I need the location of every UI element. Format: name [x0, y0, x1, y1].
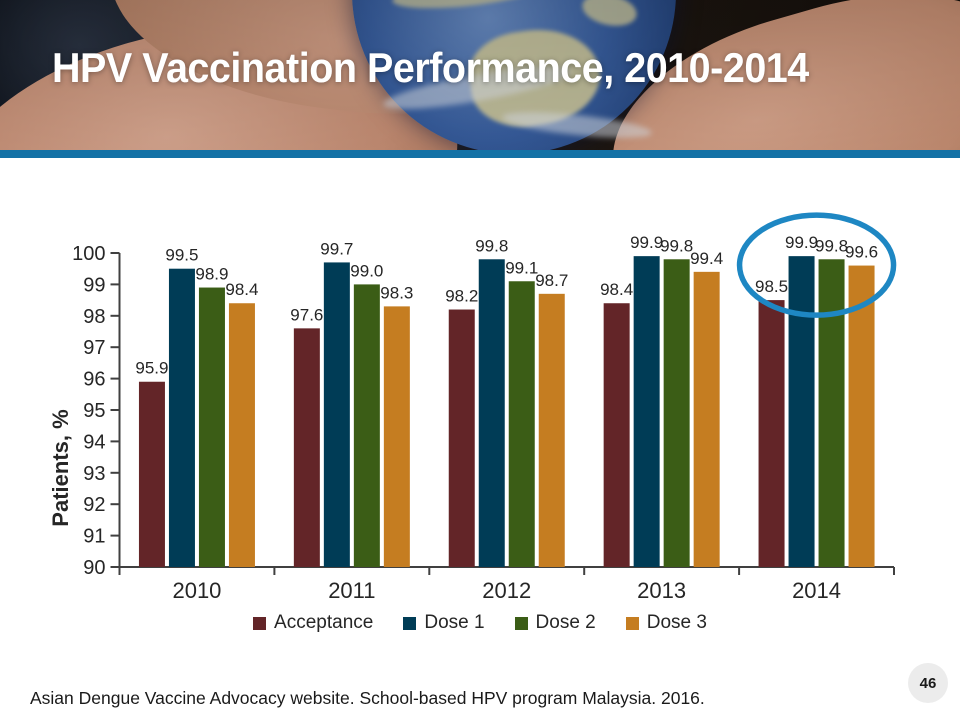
chart-legend: Acceptance Dose 1 Dose 2 Dose 3: [0, 608, 960, 638]
y-tick-label: 96: [83, 369, 105, 391]
bar-dose-2-2014: [818, 259, 845, 567]
bar-value-label: 98.4: [600, 280, 633, 299]
legend-swatch: [514, 616, 528, 630]
bar-value-label: 95.9: [135, 359, 168, 378]
bar-dose-2-2011: [353, 284, 380, 567]
category-label: 2010: [172, 578, 221, 603]
y-tick-label: 90: [83, 557, 105, 579]
legend-label: Acceptance: [274, 612, 374, 633]
bar-acceptance-2014: [758, 300, 785, 567]
category-label: 2014: [792, 578, 841, 603]
y-tick-label: 97: [83, 337, 105, 359]
bar-value-label: 99.5: [165, 246, 198, 265]
page-number: 46: [919, 674, 937, 692]
footer-citation: Asian Dengue Vaccine Advocacy website. S…: [30, 688, 705, 708]
legend-swatch: [253, 616, 267, 630]
legend-item-dose-3: Dose 3: [625, 612, 707, 634]
bar-value-label: 98.2: [445, 287, 478, 306]
bar-value-label: 99.8: [475, 236, 508, 255]
y-tick-label: 91: [83, 526, 105, 548]
legend-label: Dose 3: [646, 612, 707, 633]
legend-swatch: [625, 616, 639, 630]
highlight-ellipse: [736, 212, 897, 318]
y-tick-label: 95: [83, 400, 105, 422]
bar-dose-3-2014: [848, 265, 875, 567]
category-label: 2011: [328, 578, 375, 603]
bar-dose-1-2011: [323, 262, 350, 567]
bar-dose-2-2012: [508, 281, 535, 567]
bar-dose-3-2013: [693, 271, 720, 567]
bar-value-label: 98.9: [195, 265, 228, 284]
bar-value-label: 99.9: [785, 233, 818, 252]
slide-title: HPV Vaccination Performance, 2010-2014: [52, 44, 809, 91]
page-number-badge: 46: [908, 663, 948, 703]
bar-acceptance-2013: [603, 303, 630, 567]
bar-chart: 90919293949596979899100201095.999.598.99…: [48, 212, 897, 603]
category-label: 2013: [637, 578, 686, 603]
legend-label: Dose 2: [535, 612, 596, 633]
accent-divider: [0, 150, 960, 158]
y-tick-label: 100: [72, 243, 105, 265]
bar-dose-1-2012: [478, 259, 505, 567]
y-tick-label: 92: [83, 494, 105, 516]
bar-value-label: 99.9: [630, 233, 663, 252]
legend-label: Dose 1: [424, 612, 485, 633]
y-tick-label: 98: [83, 306, 105, 328]
category-label: 2012: [482, 578, 531, 603]
bar-dose-2-2010: [198, 287, 225, 567]
bar-value-label: 98.3: [380, 283, 413, 302]
header-overlay: [0, 0, 960, 150]
bar-value-label: 99.6: [845, 243, 878, 262]
header-photo: HPV Vaccination Performance, 2010-2014: [0, 0, 960, 150]
bar-value-label: 97.6: [290, 305, 323, 324]
bar-value-label: 98.4: [225, 280, 258, 299]
bar-value-label: 99.1: [505, 258, 538, 277]
bar-value-label: 99.7: [320, 239, 353, 258]
legend-item-acceptance: Acceptance: [253, 612, 373, 634]
bar-value-label: 98.7: [535, 271, 568, 290]
y-tick-label: 99: [83, 274, 105, 296]
legend-swatch: [403, 616, 417, 630]
legend-item-dose-1: Dose 1: [403, 612, 485, 634]
bar-acceptance-2012: [448, 309, 475, 567]
bar-dose-1-2014: [788, 256, 815, 567]
bar-dose-3-2011: [383, 306, 410, 567]
bar-dose-3-2012: [538, 293, 565, 567]
bar-value-label: 99.8: [815, 236, 848, 255]
bar-dose-1-2013: [633, 256, 660, 567]
bar-dose-1-2010: [168, 268, 195, 567]
bar-acceptance-2011: [293, 328, 320, 567]
bar-value-label: 98.5: [755, 277, 788, 296]
y-axis-title: Patients, %: [48, 409, 73, 526]
legend-item-dose-2: Dose 2: [514, 612, 596, 634]
y-tick-label: 94: [83, 431, 105, 453]
y-tick-label: 93: [83, 463, 105, 485]
bar-acceptance-2010: [138, 381, 165, 567]
bar-dose-3-2010: [228, 303, 255, 567]
bar-value-label: 99.0: [350, 261, 383, 280]
bar-value-label: 99.4: [690, 249, 723, 268]
bar-value-label: 99.8: [660, 236, 693, 255]
bar-dose-2-2013: [663, 259, 690, 567]
